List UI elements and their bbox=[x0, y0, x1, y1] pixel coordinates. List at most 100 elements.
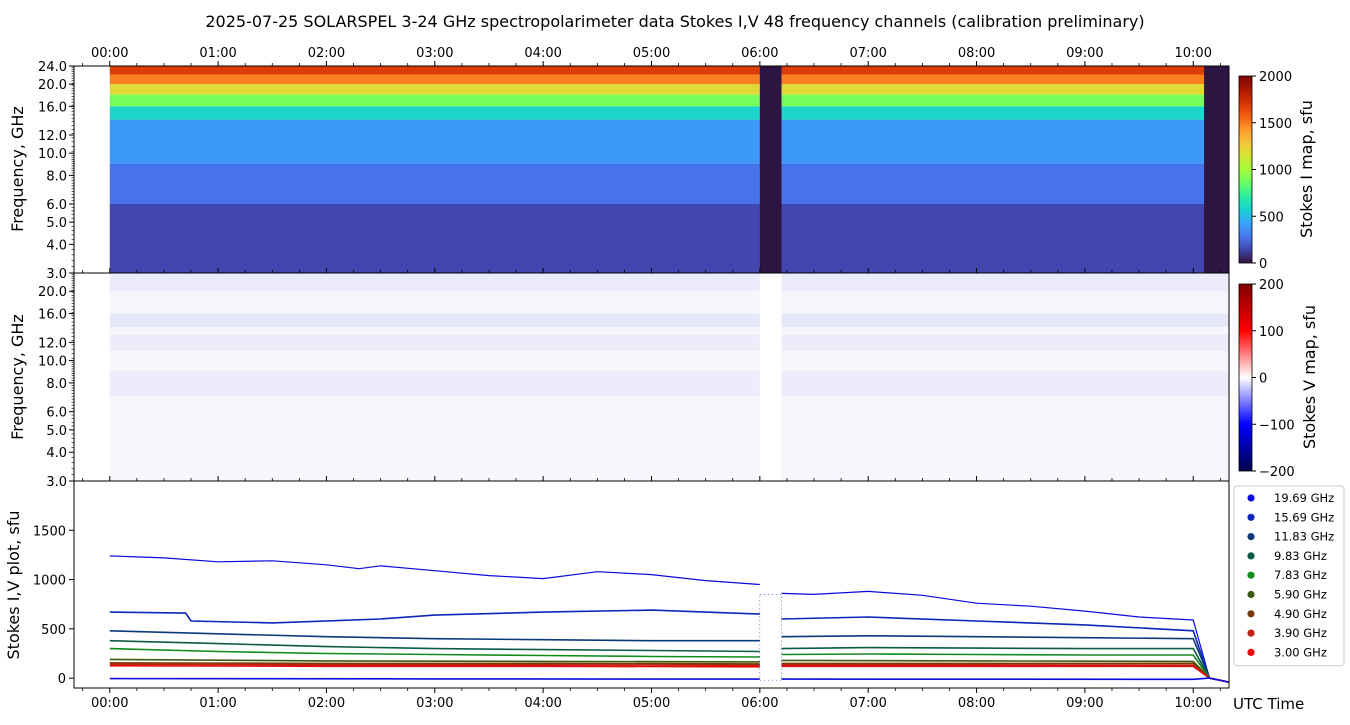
series-line-0-part-0 bbox=[109, 555, 760, 586]
legend-marker-4 bbox=[1247, 571, 1255, 579]
series-line-7-part-0 bbox=[109, 663, 760, 667]
stokes-v-band-3 bbox=[109, 273, 1230, 292]
series-line-0-part-1 bbox=[781, 590, 1230, 683]
stokes-i-band-3 bbox=[109, 106, 1230, 120]
freq-tick-label-i-8: 20.0 bbox=[38, 78, 67, 93]
x-tick-label-bottom-7: 07:00 bbox=[849, 696, 886, 711]
legend-marker-6 bbox=[1247, 610, 1255, 618]
freq-tick-label-v-1: 4.0 bbox=[46, 446, 67, 461]
freq-tick-label-v-7: 16.0 bbox=[38, 308, 67, 323]
colorbar-tick-label-i-4: 2000 bbox=[1259, 70, 1292, 85]
freq-tick-label-v-2: 5.0 bbox=[46, 424, 67, 439]
series-line-9-part-1 bbox=[781, 677, 1230, 683]
colorbar-tick-label-i-1: 500 bbox=[1259, 210, 1284, 225]
stokes-v-ylabel: Frequency, GHz bbox=[8, 314, 27, 440]
x-tick-label-bottom-10: 10:00 bbox=[1175, 696, 1212, 711]
stokes-i-band-7 bbox=[109, 66, 1230, 75]
stokes-v-gap-0 bbox=[759, 273, 782, 481]
legend-label-4: 7.83 GHz bbox=[1274, 568, 1327, 582]
freq-tick-label-i-7: 16.0 bbox=[38, 100, 67, 115]
series-line-2-part-0 bbox=[109, 630, 760, 642]
stokes-i-band-2 bbox=[109, 119, 1230, 164]
colorbar-tick-label-v-4: 200 bbox=[1259, 278, 1284, 293]
stokes-i-band-4 bbox=[109, 94, 1230, 107]
freq-tick-label-v-4: 8.0 bbox=[46, 377, 67, 392]
x-tick-label-top-5: 05:00 bbox=[633, 46, 670, 61]
x-tick-label-bottom-9: 09:00 bbox=[1066, 696, 1103, 711]
stokes-i-band-1 bbox=[109, 163, 1230, 204]
legend-label-8: 3.00 GHz bbox=[1274, 645, 1327, 659]
x-axis-label: UTC Time bbox=[1233, 695, 1304, 713]
colorbar-tick-label-i-2: 1000 bbox=[1259, 164, 1292, 179]
plot-gap-region bbox=[759, 594, 782, 681]
x-tick-label-top-0: 00:00 bbox=[91, 46, 128, 61]
value-tick-label-3: 1500 bbox=[33, 524, 66, 539]
freq-tick-label-v-3: 6.0 bbox=[46, 406, 67, 421]
colorbar-tick-label-v-1: −100 bbox=[1259, 418, 1295, 433]
legend-marker-7 bbox=[1247, 629, 1255, 637]
legend-marker-0 bbox=[1247, 494, 1255, 502]
stokes-i-band-0 bbox=[109, 204, 1230, 273]
legend-label-1: 15.69 GHz bbox=[1274, 510, 1334, 524]
legend-marker-2 bbox=[1247, 533, 1255, 541]
legend-label-3: 9.83 GHz bbox=[1274, 549, 1327, 563]
x-tick-label-bottom-2: 02:00 bbox=[308, 696, 345, 711]
x-tick-label-top-2: 02:00 bbox=[308, 46, 345, 61]
freq-tick-label-v-8: 20.0 bbox=[38, 285, 67, 300]
series-line-6-part-0 bbox=[109, 662, 760, 665]
x-tick-label-bottom-0: 00:00 bbox=[91, 696, 128, 711]
freq-tick-label-i-0: 3.0 bbox=[46, 267, 67, 282]
freq-tick-label-i-4: 8.0 bbox=[46, 169, 67, 184]
colorbar-tick-label-i-0: 0 bbox=[1259, 257, 1267, 272]
x-tick-label-bottom-3: 03:00 bbox=[416, 696, 453, 711]
freq-tick-label-i-5: 10.0 bbox=[38, 147, 67, 162]
stokes-v-band-0 bbox=[109, 313, 1230, 327]
freq-tick-label-i-1: 4.0 bbox=[46, 238, 67, 253]
x-tick-label-top-3: 03:00 bbox=[416, 46, 453, 61]
freq-tick-label-i-9: 24.0 bbox=[38, 60, 67, 75]
legend-box bbox=[1233, 485, 1345, 667]
series-line-4-part-0 bbox=[109, 647, 760, 658]
series-line-1-part-0 bbox=[109, 609, 760, 624]
series-line-5-part-0 bbox=[109, 658, 760, 663]
axes-layer: 00:00 00:00 01:00 01:00 02:00 02:00 03:00 03:00… bbox=[33, 46, 1295, 711]
x-tick-label-bottom-6: 06:00 bbox=[741, 696, 778, 711]
stokes-i-colorbar-label: Stokes I map, sfu bbox=[1297, 100, 1316, 238]
series-line-2-part-1 bbox=[781, 634, 1230, 683]
x-tick-label-top-10: 10:00 bbox=[1175, 46, 1212, 61]
series-line-8-part-0 bbox=[109, 665, 760, 668]
freq-tick-label-v-0: 3.0 bbox=[46, 475, 67, 490]
stokes-i-gap-0 bbox=[759, 66, 782, 273]
colorbar-tick-label-v-2: 0 bbox=[1259, 372, 1267, 387]
series-line-3-part-0 bbox=[109, 639, 760, 653]
legend-label-6: 4.90 GHz bbox=[1274, 607, 1327, 621]
freq-tick-label-v-6: 12.0 bbox=[38, 336, 67, 351]
stokes-i-colorbar bbox=[1238, 75, 1253, 264]
stokes-v-colorbar-label: Stokes V map, sfu bbox=[1300, 305, 1319, 449]
legend-label-2: 11.83 GHz bbox=[1274, 530, 1334, 544]
colorbar-tick-label-v-0: −200 bbox=[1259, 465, 1295, 480]
x-tick-label-top-8: 08:00 bbox=[958, 46, 995, 61]
value-tick-label-2: 1000 bbox=[33, 574, 66, 589]
legend-label-0: 19.69 GHz bbox=[1274, 491, 1334, 505]
legend-marker-5 bbox=[1247, 590, 1255, 599]
line-layer bbox=[109, 555, 1230, 683]
value-tick-label-1: 500 bbox=[41, 623, 66, 638]
figure-title: 2025-07-25 SOLARSPEL 3-24 GHz spectropol… bbox=[205, 12, 1144, 31]
value-tick-label-0: 0 bbox=[58, 672, 66, 687]
x-tick-label-top-4: 04:00 bbox=[524, 46, 561, 61]
freq-tick-label-v-5: 10.0 bbox=[38, 355, 67, 370]
heatmap-layer bbox=[109, 66, 1230, 481]
series-line-9-part-0 bbox=[109, 677, 760, 680]
stokes-v-colorbar bbox=[1238, 283, 1253, 472]
legend-label-5: 5.90 GHz bbox=[1274, 588, 1327, 602]
legend-label-7: 3.90 GHz bbox=[1274, 626, 1327, 640]
series-line-4-part-1 bbox=[781, 653, 1230, 683]
x-tick-label-top-7: 07:00 bbox=[849, 46, 886, 61]
legend-marker-1 bbox=[1247, 513, 1255, 521]
stokes-i-gap-1 bbox=[1204, 66, 1229, 273]
legend-marker-3 bbox=[1247, 552, 1255, 560]
freq-tick-label-i-3: 6.0 bbox=[46, 198, 67, 213]
x-tick-label-bottom-1: 01:00 bbox=[199, 696, 236, 711]
freq-tick-label-i-6: 12.0 bbox=[38, 129, 67, 144]
